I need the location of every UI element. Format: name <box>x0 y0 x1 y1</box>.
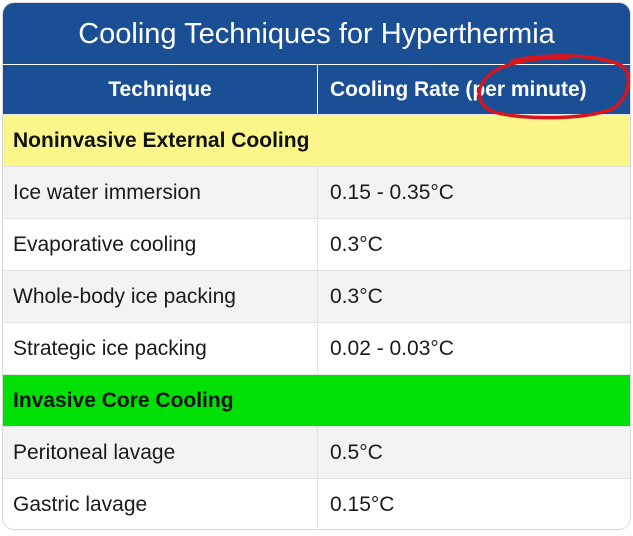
cooling-table-card: Cooling Techniques for Hyperthermia Tech… <box>2 2 631 530</box>
technique-cell: Evaporative cooling <box>3 219 318 270</box>
table-row: Whole-body ice packing 0.3°C <box>3 270 630 322</box>
rate-cell: 0.15 - 0.35°C <box>330 180 454 204</box>
cooling-rate-header: Cooling Rate (per minute) <box>330 77 587 101</box>
table-row: Evaporative cooling 0.3°C <box>3 218 630 270</box>
rate-cell: 0.02 - 0.03°C <box>330 336 454 360</box>
rate-cell: 0.3°C <box>330 232 383 256</box>
rate-cell: 0.15°C <box>330 492 395 516</box>
technique-cell: Strategic ice packing <box>3 323 318 374</box>
technique-cell: Whole-body ice packing <box>3 271 318 322</box>
table-row: Gastric lavage 0.15°C <box>3 478 630 529</box>
table-row: Strategic ice packing 0.02 - 0.03°C <box>3 322 630 374</box>
header-row: Technique Cooling Rate (per minute) <box>3 64 630 114</box>
technique-cell: Ice water immersion <box>3 167 318 218</box>
section-noninvasive: Noninvasive External Cooling <box>3 114 630 166</box>
technique-cell: Gastric lavage <box>3 479 318 529</box>
table-row: Ice water immersion 0.15 - 0.35°C <box>3 166 630 218</box>
rate-cell: 0.3°C <box>330 284 383 308</box>
rate-cell: 0.5°C <box>330 440 383 464</box>
technique-header: Technique <box>3 65 318 114</box>
table-row: Peritoneal lavage 0.5°C <box>3 426 630 478</box>
technique-cell: Peritoneal lavage <box>3 427 318 478</box>
section-invasive: Invasive Core Cooling <box>3 374 630 426</box>
table-title: Cooling Techniques for Hyperthermia <box>3 3 630 64</box>
